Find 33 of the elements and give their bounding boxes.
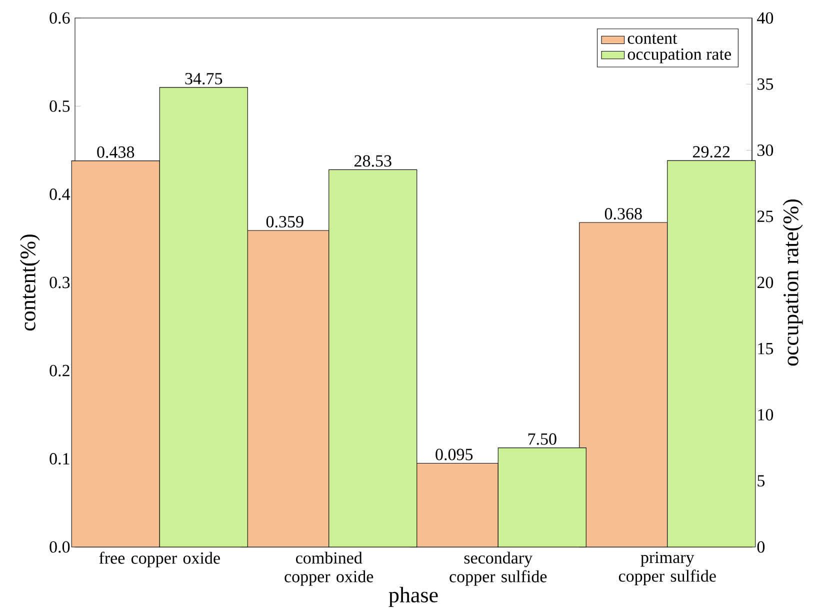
y2-tick-label: 0 xyxy=(757,541,765,553)
data-label: 0.359 xyxy=(266,216,304,228)
data-label: 28.53 xyxy=(354,155,392,167)
y-axis-title: content(%) xyxy=(20,234,40,331)
y2-tick-label: 15 xyxy=(758,342,774,354)
y-tick-label: 0.4 xyxy=(50,188,70,200)
y-tick-label: 0.1 xyxy=(50,453,70,465)
y-tick-label: 0.3 xyxy=(50,276,70,288)
y-tick-label: 0.2 xyxy=(50,364,70,376)
x-tick-label: free copper oxide xyxy=(99,552,220,568)
legend-label: occupation rate xyxy=(628,48,731,64)
x-tick-label: secondary copper sulfide xyxy=(450,552,547,586)
y-tick-label: 0.5 xyxy=(50,100,70,112)
y2-tick-label: 20 xyxy=(757,276,774,288)
y2-tick-label: 40 xyxy=(757,12,774,24)
x-axis-title: phase xyxy=(388,586,438,607)
legend-label: content xyxy=(628,34,678,44)
y2-tick-label: 30 xyxy=(758,144,774,156)
y2-tick-label: 35 xyxy=(758,78,774,90)
data-label: 0.438 xyxy=(97,146,134,158)
y2-tick-label: 25 xyxy=(757,210,774,222)
y2-axis-title: occupation rate(%) xyxy=(782,199,803,366)
data-label: 0.095 xyxy=(436,448,473,460)
y-tick-label: 0.0 xyxy=(50,541,70,553)
y2-tick-label: 10 xyxy=(758,408,774,420)
data-label: 7.50 xyxy=(528,433,556,445)
y-tick-label: 0.6 xyxy=(50,12,70,24)
x-tick-label: combined copper oxide xyxy=(284,552,374,586)
data-label: 34.75 xyxy=(185,73,222,84)
x-tick-label: primary copper sulfide xyxy=(618,552,716,586)
data-label: 0.368 xyxy=(604,208,642,220)
y2-tick-label: 5 xyxy=(758,475,765,487)
data-label: 29.22 xyxy=(693,146,730,158)
